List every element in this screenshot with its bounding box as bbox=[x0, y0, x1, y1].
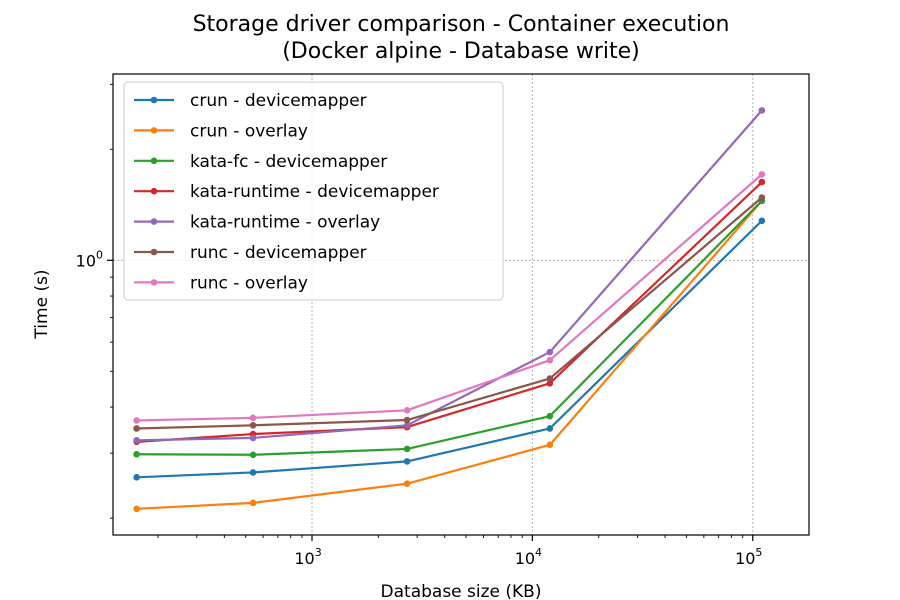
data-point bbox=[403, 445, 411, 453]
data-point bbox=[249, 422, 257, 429]
data-point bbox=[249, 414, 257, 422]
y-tick-label: 100 bbox=[76, 248, 103, 270]
x-tick-label: 105 bbox=[735, 546, 762, 568]
legend-marker bbox=[150, 279, 158, 286]
legend-entry: runc - overlay bbox=[134, 273, 308, 293]
data-point bbox=[546, 348, 554, 356]
data-point bbox=[133, 437, 140, 444]
legend-entry: kata-fc - devicemapper bbox=[134, 152, 387, 172]
data-point bbox=[546, 425, 554, 432]
chart-title-line-1: Storage driver comparison - Container ex… bbox=[193, 12, 730, 37]
data-point bbox=[758, 171, 766, 178]
legend-label: kata-runtime - overlay bbox=[190, 213, 380, 233]
legend-entry: runc - devicemapper bbox=[134, 243, 367, 263]
data-point bbox=[133, 450, 140, 458]
legend-marker bbox=[150, 127, 158, 134]
data-point bbox=[403, 422, 411, 429]
y-axis-label: Time (s) bbox=[32, 269, 52, 339]
data-point bbox=[546, 380, 554, 387]
legend: crun - devicemapper crun - overlay kata-fc… bbox=[123, 81, 504, 301]
data-point bbox=[758, 194, 766, 201]
data-point bbox=[403, 480, 411, 487]
legend-entry: kata-runtime - overlay bbox=[134, 213, 380, 233]
series-4 bbox=[133, 107, 766, 444]
data-point bbox=[546, 375, 554, 382]
data-point bbox=[758, 217, 766, 225]
data-point bbox=[403, 458, 411, 465]
legend-label: kata-runtime - devicemapper bbox=[190, 182, 439, 202]
major-ticks: 103 104 105 100 bbox=[76, 248, 763, 568]
legend-marker bbox=[150, 248, 158, 256]
x-tick-label: 103 bbox=[294, 546, 321, 568]
data-point bbox=[133, 505, 140, 513]
chart-title-line-2: (Docker alpine - Database write) bbox=[282, 39, 640, 64]
data-point bbox=[546, 356, 554, 364]
data-point bbox=[403, 407, 411, 414]
legend-label: crun - devicemapper bbox=[190, 91, 367, 111]
data-point bbox=[133, 417, 140, 424]
legend-label: crun - overlay bbox=[190, 121, 308, 141]
data-point bbox=[546, 412, 554, 420]
legend-entry: crun - devicemapper bbox=[134, 91, 367, 111]
data-point bbox=[249, 451, 257, 459]
legend-label: kata-fc - devicemapper bbox=[190, 152, 387, 172]
data-point bbox=[133, 474, 140, 481]
series-5 bbox=[133, 194, 766, 432]
data-point bbox=[133, 425, 140, 432]
data-point bbox=[546, 441, 554, 449]
legend-box bbox=[123, 81, 504, 301]
data-point bbox=[249, 469, 257, 476]
legend-marker bbox=[150, 187, 158, 195]
x-axis-label: Database size (KB) bbox=[381, 582, 542, 600]
legend-entry: crun - overlay bbox=[134, 121, 308, 141]
legend-marker bbox=[150, 218, 158, 225]
x-tick-label: 104 bbox=[515, 546, 542, 568]
legend-label: runc - devicemapper bbox=[190, 243, 367, 263]
legend-label: runc - overlay bbox=[190, 273, 308, 293]
legend-marker bbox=[150, 157, 158, 165]
data-point bbox=[758, 178, 766, 186]
data-point bbox=[249, 434, 257, 442]
data-point bbox=[758, 107, 766, 114]
series-0 bbox=[133, 217, 766, 481]
legend-marker bbox=[150, 96, 158, 104]
legend-entry: kata-runtime - devicemapper bbox=[134, 182, 439, 202]
data-point bbox=[249, 499, 257, 507]
data-point bbox=[403, 416, 411, 424]
series-6 bbox=[133, 171, 766, 424]
plot-frame bbox=[112, 73, 810, 536]
series-layer bbox=[133, 107, 766, 513]
